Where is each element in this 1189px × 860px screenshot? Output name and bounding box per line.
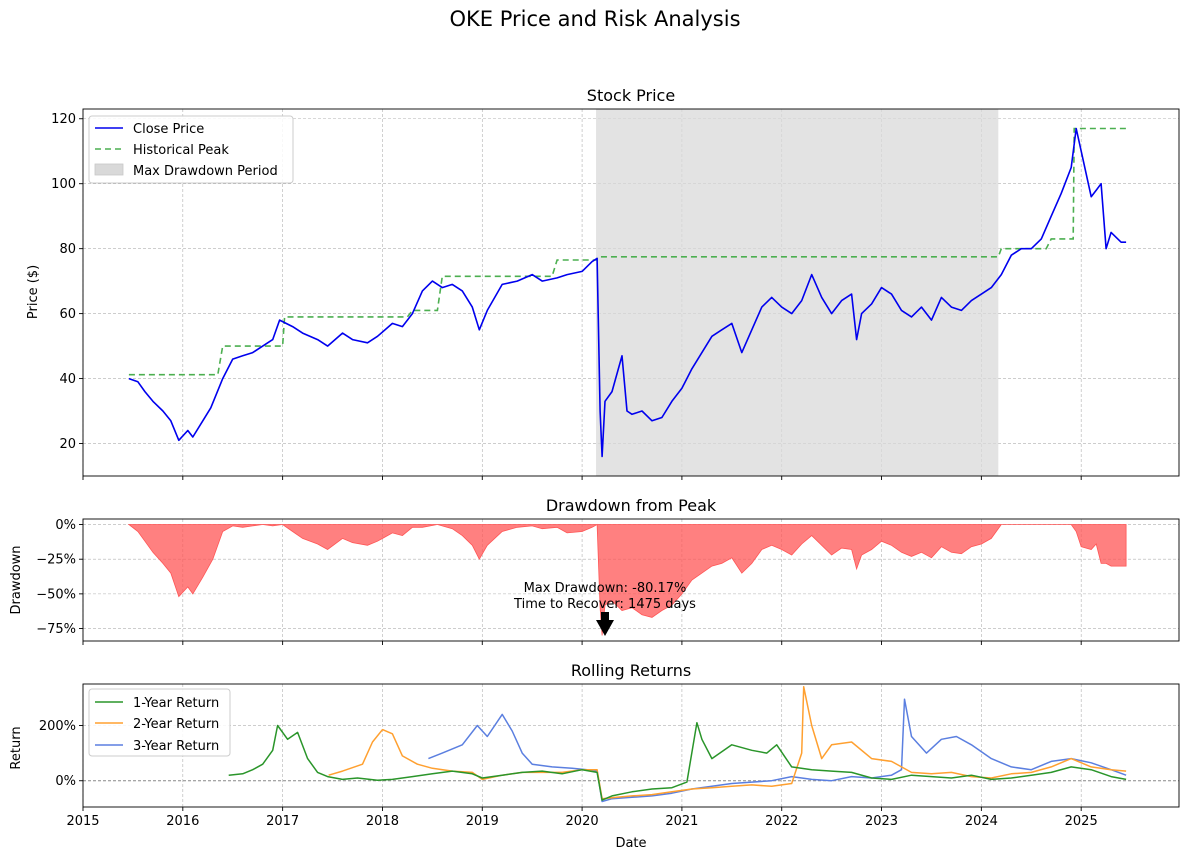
returns-gridlines [82,684,1179,807]
y-tick-label: 120 [51,112,76,127]
drawdown-y-axis-label: Drawdown [9,545,24,614]
returns-plot-frame [82,683,1180,808]
returns-y-ticks: 0% 200% [39,719,83,789]
y-tick-label: 20 [59,437,76,452]
one-year-return-line [228,721,1127,801]
returns-legend: 1-Year Return 2-Year Return 3-Year Retur… [88,688,231,757]
drawdown-x-ticks [82,641,1082,645]
x-tick-label: 2021 [665,814,698,829]
y-tick-label: 80 [59,242,76,257]
x-tick-label: 2020 [566,814,599,829]
x-tick-label: 2019 [466,814,499,829]
annotation-line-2: Time to Recover: 1475 days [513,597,696,612]
returns-panel-title: Rolling Returns [571,661,691,680]
legend-peak-label: Historical Peak [133,143,229,158]
price-x-ticks [82,476,1082,480]
price-legend: Close Price Historical Peak Max Drawdown… [88,115,294,184]
figure-title: OKE Price and Risk Analysis [449,7,740,31]
x-tick-label: 2018 [366,814,399,829]
y-tick-label: 100 [51,177,76,192]
returns-panel: Rolling Returns 0%200% 2015 2016 2017 2018 2… [9,661,1180,851]
drawdown-panel: Drawdown from Peak 0% −25% −50% −75% Drawdo… [9,496,1180,645]
y-tick-label: −25% [36,553,76,568]
x-tick-label: 2017 [266,814,299,829]
x-tick-label: 2023 [865,814,898,829]
historical-peak-line [128,127,1127,376]
y-tick-label: −75% [36,622,76,637]
x-tick-label: 2015 [66,814,99,829]
legend-3y-label: 3-Year Return [133,739,219,754]
y-tick-label: 0% [55,518,76,533]
y-tick-label: 60 [59,307,76,322]
legend-shade-swatch [94,163,124,176]
x-axis-label: Date [615,836,646,851]
annotation-line-1: Max Drawdown: -80.17% [524,581,687,596]
drawdown-area [127,523,1127,636]
returns-y-axis-label: Return [9,726,24,769]
two-year-return-line [328,686,1127,800]
x-tick-label: 2016 [166,814,199,829]
returns-legend-box [88,688,231,757]
y-tick-label: 0% [55,774,76,789]
price-plot-frame [82,108,1180,477]
x-tick-label: 2022 [765,814,798,829]
price-y-axis-label: Price ($) [26,265,41,319]
price-y-ticks: 20 40 60 80 100 120 [51,112,83,452]
price-panel-title: Stock Price [587,86,675,105]
price-legend-box [88,115,294,184]
x-tick-label: 2024 [965,814,998,829]
legend-close-label: Close Price [133,122,204,137]
max-drawdown-annotation: Max Drawdown: -80.17% Time to Recover: 1… [513,581,696,636]
x-tick-label: 2025 [1065,814,1098,829]
legend-2y-label: 2-Year Return [133,717,219,732]
legend-shade-label: Max Drawdown Period [133,164,278,179]
close-price-line [128,127,1127,458]
drawdown-y-ticks: 0% −25% −50% −75% [36,518,83,637]
price-panel: Stock Price 20 40 60 80 100 120 Price ($) Clo… [26,86,1180,480]
drawdown-plot-frame [82,518,1180,642]
legend-1y-label: 1-Year Return [133,696,219,711]
y-tick-label: 40 [59,372,76,387]
y-tick-label: −50% [36,587,76,602]
drawdown-panel-title: Drawdown from Peak [546,496,717,515]
returns-x-ticks: 2015 2016 2017 2018 2019 2020 2021 2022 2023 2024… [66,807,1098,829]
annotation-arrow [596,612,614,636]
max-drawdown-shading [596,109,999,476]
y-tick-label: 200% [39,719,76,734]
three-year-return-line [428,698,1127,803]
